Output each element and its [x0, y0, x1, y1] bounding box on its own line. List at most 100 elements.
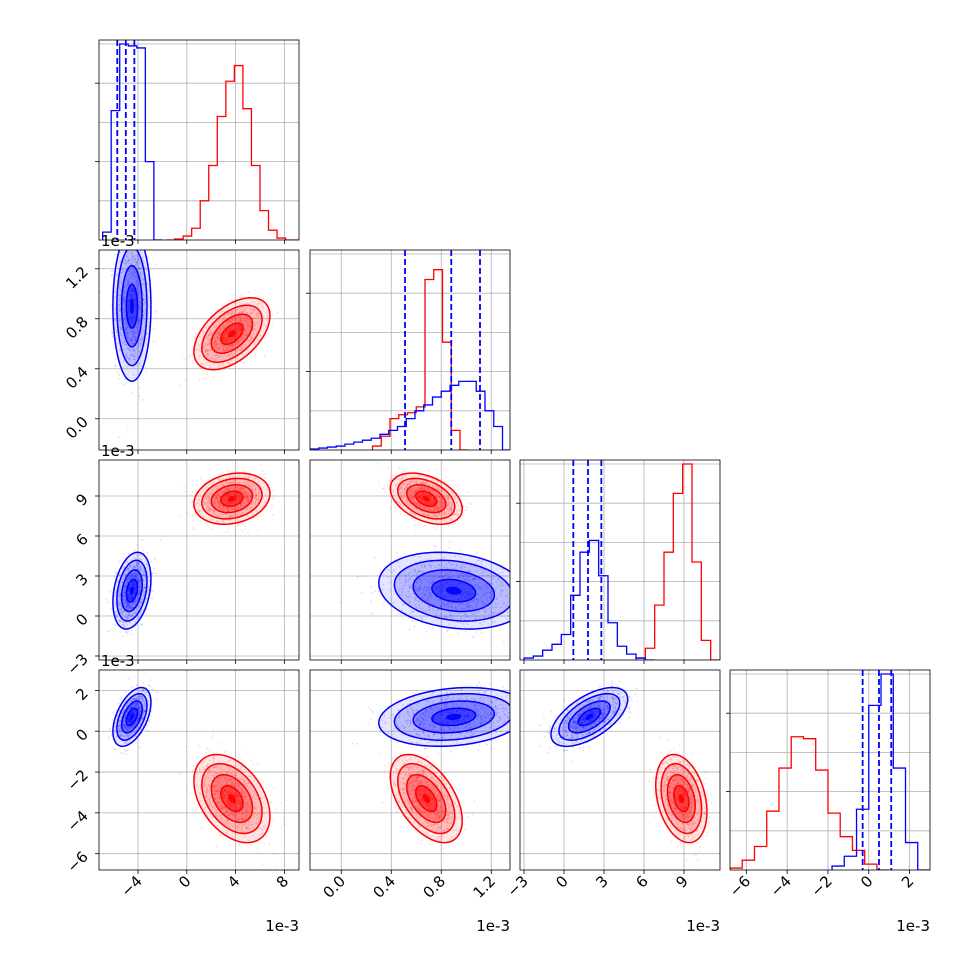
sample-point	[132, 320, 134, 322]
sample-point	[216, 335, 219, 338]
sample-point	[137, 580, 140, 583]
sample-point	[239, 328, 241, 331]
sample-point	[385, 483, 388, 486]
sample-point	[240, 328, 243, 331]
sample-point	[244, 315, 247, 317]
sample-point	[118, 619, 121, 621]
sample-point	[139, 303, 141, 306]
sample-point	[250, 337, 253, 340]
sample-point	[129, 281, 132, 284]
sample-point	[137, 342, 140, 344]
sample-point	[434, 545, 437, 548]
sample-point	[223, 344, 225, 347]
sample-point	[215, 344, 218, 347]
sample-point	[123, 295, 126, 298]
sample-point	[130, 294, 133, 297]
sample-point	[136, 263, 139, 266]
sample-point	[235, 325, 238, 327]
sample-point	[131, 603, 134, 606]
sample-point	[131, 295, 134, 298]
sample-point	[128, 320, 131, 322]
sample-point	[134, 300, 137, 303]
sample-point	[137, 582, 140, 585]
sample-point	[236, 327, 239, 330]
sample-point	[259, 464, 262, 467]
sample-point	[240, 360, 243, 363]
sample-point	[138, 319, 141, 322]
sample-point	[129, 349, 132, 352]
sample-point	[211, 318, 214, 321]
sample-point	[119, 611, 122, 614]
sample-point	[147, 288, 150, 291]
sample-point	[239, 307, 242, 310]
sample-point	[228, 327, 231, 329]
sample-point	[137, 343, 140, 346]
sample-point	[122, 308, 125, 311]
sample-point	[212, 309, 215, 311]
sample-point	[120, 276, 122, 279]
sample-point	[134, 310, 137, 313]
sample-point	[141, 623, 144, 626]
sample-point	[139, 591, 141, 594]
sample-point	[249, 306, 252, 309]
sample-point	[111, 335, 114, 338]
sample-point	[118, 310, 121, 312]
sample-point	[220, 330, 222, 333]
sample-point	[123, 311, 125, 314]
sample-point	[224, 331, 227, 333]
sample-point	[131, 583, 134, 586]
sample-point	[130, 319, 133, 322]
sample-point	[127, 300, 130, 302]
sample-point	[135, 576, 137, 579]
sample-point	[220, 354, 223, 357]
sample-point	[133, 290, 136, 293]
sample-point	[144, 301, 146, 304]
sample-point	[239, 327, 242, 329]
sample-point	[124, 315, 127, 318]
sample-point	[243, 324, 246, 327]
sample-point	[241, 310, 243, 313]
sample-point	[129, 317, 132, 320]
sample-point	[239, 331, 242, 333]
sample-point	[236, 334, 239, 337]
sample-point	[136, 279, 139, 282]
sample-point	[219, 363, 222, 366]
sample-point	[127, 594, 130, 597]
sample-point	[252, 328, 255, 331]
sample-point	[234, 310, 237, 313]
sample-point	[125, 332, 128, 335]
sample-point	[125, 320, 128, 323]
sample-point	[115, 571, 117, 573]
sample-point	[219, 332, 222, 335]
sample-point	[215, 325, 218, 327]
sample-point	[235, 334, 238, 337]
sample-point	[230, 351, 233, 354]
sample-point	[187, 357, 190, 360]
sample-point	[256, 338, 258, 341]
sample-point	[132, 348, 135, 351]
sample-point	[112, 269, 114, 272]
sample-point	[246, 332, 248, 334]
sample-point	[132, 366, 135, 368]
sample-point	[144, 309, 147, 311]
sample-point	[217, 331, 219, 334]
sample-point	[132, 330, 135, 333]
sample-point	[130, 260, 133, 263]
sample-point	[214, 357, 217, 360]
sample-point	[123, 316, 125, 319]
sample-point	[123, 298, 125, 301]
sample-point	[230, 319, 233, 322]
sample-point	[226, 335, 228, 338]
sample-point	[227, 312, 229, 314]
sample-point	[125, 323, 128, 326]
sample-point	[241, 348, 244, 351]
sample-point	[125, 332, 128, 335]
density-contour	[227, 330, 236, 338]
sample-point	[134, 335, 137, 338]
sample-point	[235, 329, 237, 332]
sample-point	[234, 298, 236, 301]
sample-point	[235, 341, 238, 343]
sample-point	[134, 264, 137, 266]
sample-point	[188, 354, 191, 357]
sample-point	[237, 320, 240, 323]
